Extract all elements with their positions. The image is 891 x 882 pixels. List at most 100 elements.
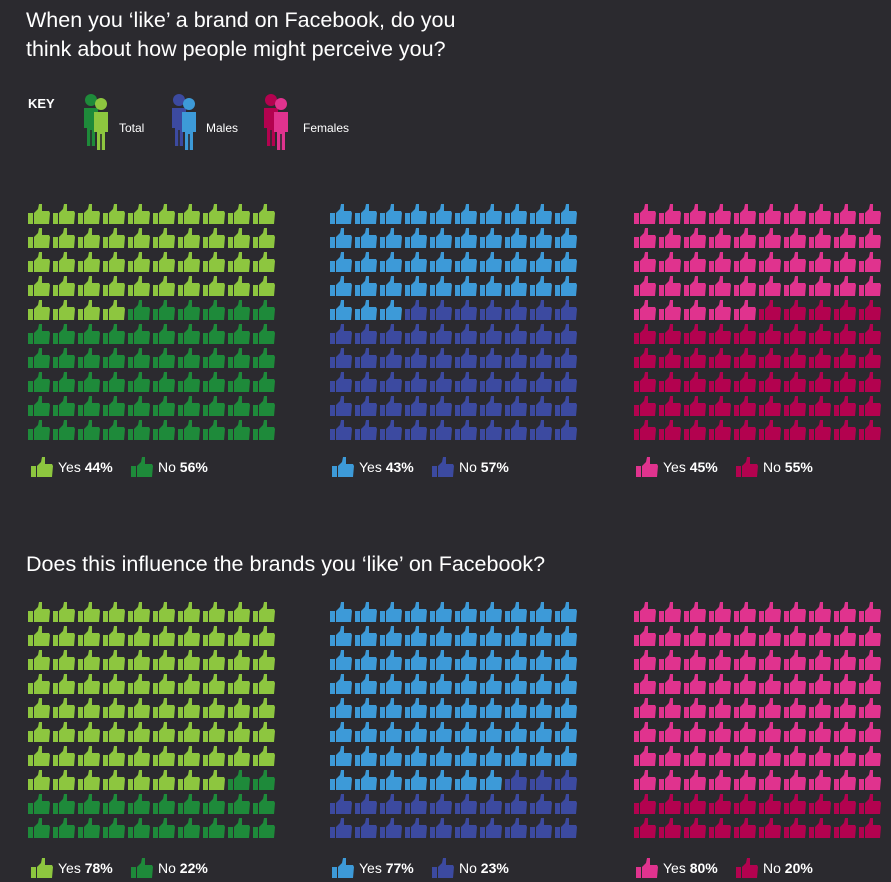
pictogram-no-icon bbox=[859, 348, 881, 368]
pictogram-yes-icon bbox=[253, 674, 275, 694]
pictogram-no-icon bbox=[28, 324, 50, 344]
pictogram-yes-icon bbox=[128, 650, 150, 670]
pictogram-no-icon bbox=[505, 324, 527, 344]
pictogram-yes-icon bbox=[430, 228, 452, 248]
pictogram-no-icon bbox=[380, 396, 402, 416]
pictogram-yes-icon bbox=[128, 746, 150, 766]
pictogram-no-icon bbox=[53, 348, 75, 368]
pictogram-yes-icon bbox=[659, 650, 681, 670]
pictogram-yes-icon bbox=[430, 650, 452, 670]
pictogram-yes-icon bbox=[784, 650, 806, 670]
pictogram-yes-icon bbox=[859, 650, 881, 670]
pictogram-yes-icon bbox=[684, 698, 706, 718]
pictogram-yes-icon bbox=[634, 698, 656, 718]
pictogram-no-icon bbox=[355, 794, 377, 814]
pictogram-no-icon bbox=[455, 324, 477, 344]
pictogram-yes-icon bbox=[128, 770, 150, 790]
pictogram-no-icon bbox=[555, 300, 577, 320]
pictogram-yes-icon bbox=[28, 650, 50, 670]
pictogram-no-icon bbox=[759, 348, 781, 368]
pictogram-no-icon bbox=[253, 770, 275, 790]
pictogram-yes-icon bbox=[228, 698, 250, 718]
pictogram-yes-icon bbox=[759, 770, 781, 790]
pictogram-no-icon bbox=[380, 372, 402, 392]
pictogram-no-icon bbox=[330, 372, 352, 392]
pictogram-yes-icon bbox=[480, 698, 502, 718]
legend-yes-label: Yes 44% bbox=[58, 459, 113, 475]
pictogram-yes-icon bbox=[355, 770, 377, 790]
pictogram-no-icon bbox=[380, 420, 402, 440]
pictogram-yes-icon bbox=[103, 722, 125, 742]
pictogram-yes-icon bbox=[78, 626, 100, 646]
pictogram-yes-icon bbox=[809, 204, 831, 224]
pictogram-yes-icon bbox=[178, 698, 200, 718]
pictogram-no-icon bbox=[734, 372, 756, 392]
pictogram-no-icon bbox=[405, 420, 427, 440]
pictogram-yes-icon bbox=[405, 650, 427, 670]
pictogram-no-icon bbox=[684, 324, 706, 344]
pictogram-yes-icon bbox=[859, 770, 881, 790]
pictogram-yes-icon bbox=[455, 722, 477, 742]
pictogram-no-icon bbox=[355, 818, 377, 838]
pictogram-no-icon bbox=[505, 396, 527, 416]
pictogram-no-icon bbox=[480, 396, 502, 416]
pictogram-yes-icon bbox=[380, 674, 402, 694]
pictogram-yes-icon bbox=[784, 276, 806, 296]
pictogram-no-icon bbox=[784, 420, 806, 440]
pictogram-no-icon bbox=[178, 372, 200, 392]
pictogram-yes-icon bbox=[28, 770, 50, 790]
pictogram-yes-icon bbox=[53, 626, 75, 646]
pictogram-yes-icon bbox=[330, 650, 352, 670]
pictogram-yes-icon bbox=[78, 746, 100, 766]
pictogram-yes-icon bbox=[859, 252, 881, 272]
pictogram-no-icon bbox=[178, 420, 200, 440]
pictogram-no-icon bbox=[809, 818, 831, 838]
pictogram-yes-icon bbox=[809, 746, 831, 766]
pictogram-yes-icon bbox=[759, 252, 781, 272]
pictogram-q1-females bbox=[633, 203, 883, 441]
legend-yes-swatch bbox=[31, 858, 53, 878]
pictogram-no-icon bbox=[53, 396, 75, 416]
pictogram-yes-icon bbox=[759, 204, 781, 224]
question-1-title: When you ‘like’ a brand on Facebook, do … bbox=[26, 8, 456, 61]
pictogram-yes-icon bbox=[530, 698, 552, 718]
pictogram-no-icon bbox=[684, 348, 706, 368]
pictogram-yes-icon bbox=[530, 674, 552, 694]
pictogram-no-icon bbox=[78, 324, 100, 344]
pictogram-no-icon bbox=[659, 372, 681, 392]
pictogram-no-icon bbox=[505, 420, 527, 440]
pictogram-yes-icon bbox=[759, 276, 781, 296]
pictogram-no-icon bbox=[128, 420, 150, 440]
pictogram-yes-icon bbox=[405, 698, 427, 718]
pictogram-no-icon bbox=[380, 818, 402, 838]
pictogram-yes-icon bbox=[634, 300, 656, 320]
pictogram-yes-icon bbox=[430, 722, 452, 742]
pictogram-no-icon bbox=[253, 420, 275, 440]
pictogram-yes-icon bbox=[430, 276, 452, 296]
pictogram-yes-icon bbox=[709, 746, 731, 766]
pictogram-yes-icon bbox=[380, 650, 402, 670]
pictogram-yes-icon bbox=[380, 228, 402, 248]
pictogram-no-icon bbox=[505, 300, 527, 320]
pictogram-yes-icon bbox=[659, 204, 681, 224]
pictogram-yes-icon bbox=[128, 626, 150, 646]
pictogram-yes-icon bbox=[28, 252, 50, 272]
pictogram-no-icon bbox=[734, 794, 756, 814]
pictogram-no-icon bbox=[430, 420, 452, 440]
pictogram-yes-icon bbox=[480, 770, 502, 790]
pictogram-yes-icon bbox=[859, 228, 881, 248]
pictogram-yes-icon bbox=[530, 626, 552, 646]
pictogram-yes-icon bbox=[684, 204, 706, 224]
pictogram-no-icon bbox=[178, 396, 200, 416]
pictogram-yes-icon bbox=[505, 602, 527, 622]
pictogram-no-icon bbox=[505, 818, 527, 838]
pictogram-yes-icon bbox=[709, 300, 731, 320]
pictogram-no-icon bbox=[709, 794, 731, 814]
pictogram-no-icon bbox=[480, 348, 502, 368]
pictogram-no-icon bbox=[355, 348, 377, 368]
pictogram-yes-icon bbox=[834, 722, 856, 742]
pictogram-yes-icon bbox=[684, 626, 706, 646]
pictogram-no-icon bbox=[253, 794, 275, 814]
pictogram-no-icon bbox=[784, 396, 806, 416]
pictogram-yes-icon bbox=[53, 698, 75, 718]
